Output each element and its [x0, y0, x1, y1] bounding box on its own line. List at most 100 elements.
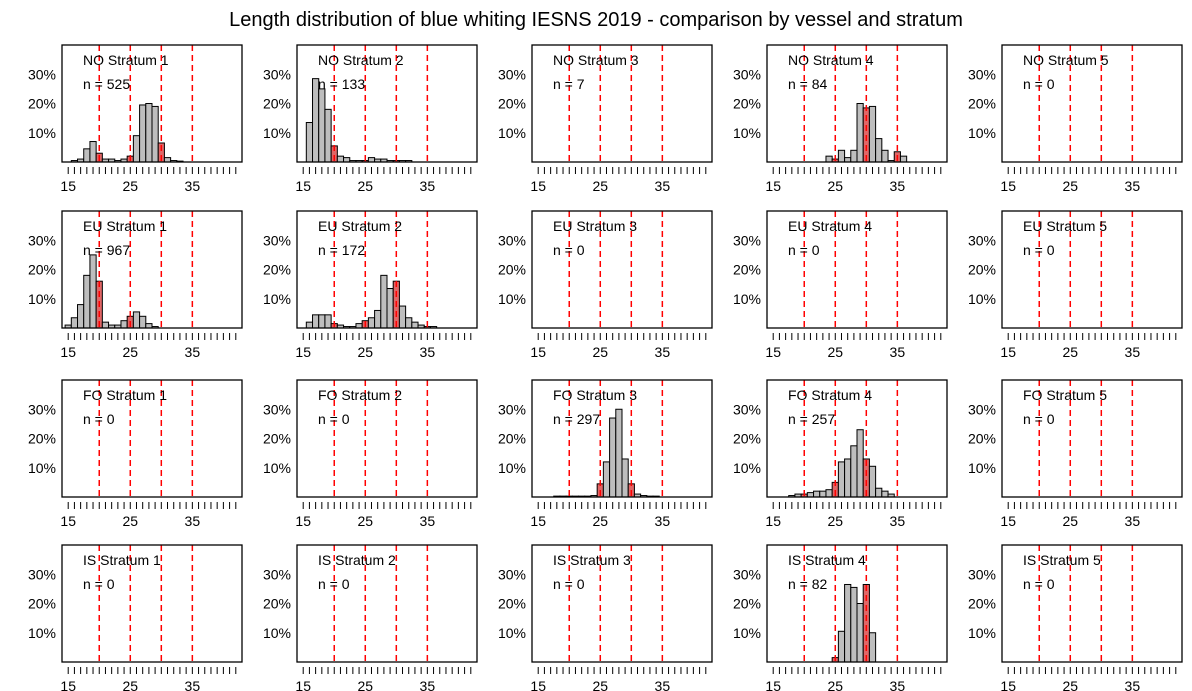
panel-fo-stratum-1: 15 25 35 10% 20% 30% FO Stratum 1 n = 0: [28, 379, 243, 529]
histogram-bar: [405, 317, 413, 329]
panel-no-stratum-4: 15 25 35 10% 20% 30% NO Stratum 4 n = 84: [733, 44, 948, 194]
histogram-bar: [367, 317, 376, 329]
histogram-bar: [819, 490, 827, 498]
panel-frame: [61, 44, 243, 163]
panel-title: NO Stratum 1: [83, 52, 169, 68]
panel-title: IS Stratum 3: [553, 552, 631, 568]
panel-frame: [531, 544, 713, 663]
x-tick-label: 25: [357, 513, 373, 529]
x-tick-label: 35: [185, 678, 201, 691]
y-tick-label: 20%: [733, 431, 761, 447]
y-tick-label: 30%: [28, 66, 56, 82]
panel-is-stratum-3: 15 25 35 10% 20% 30% IS Stratum 3 n = 0: [498, 544, 713, 691]
panel-title: FO Stratum 4: [788, 387, 872, 403]
histogram-bar: [856, 603, 864, 663]
panel-frame: [766, 544, 948, 663]
panel-fo-stratum-2: 15 25 35 10% 20% 30% FO Stratum 2 n = 0: [263, 379, 478, 529]
x-tick-label: 25: [1062, 678, 1078, 691]
x-tick-label: 35: [655, 178, 671, 194]
histogram-bar: [825, 489, 833, 498]
x-tick-label: 15: [1000, 178, 1016, 194]
x-tick-label: 35: [1125, 513, 1141, 529]
panel-title: EU Stratum 2: [318, 218, 402, 234]
x-tick-label: 35: [1125, 344, 1141, 360]
histogram-bar: [305, 321, 314, 329]
panel-is-stratum-4: 15 25 35 10% 20% 30% IS Stratum 4 n = 82: [733, 544, 948, 691]
histogram-bar: [398, 305, 407, 329]
panel-is-stratum-2: 15 25 35 10% 20% 30% IS Stratum 2 n = 0: [263, 544, 478, 691]
panel-title: FO Stratum 1: [83, 387, 167, 403]
histogram-bar: [899, 155, 908, 163]
panel-n-count: n = 0: [1023, 576, 1055, 592]
y-tick-label: 30%: [498, 232, 526, 248]
panel-title: NO Stratum 5: [1023, 52, 1109, 68]
panel-title: FO Stratum 2: [318, 387, 402, 403]
y-tick-label: 20%: [968, 96, 996, 112]
panel-n-count: n = 0: [788, 242, 820, 258]
y-tick-label: 10%: [498, 460, 526, 476]
panel-frame: [296, 210, 478, 329]
panel-title: NO Stratum 2: [318, 52, 404, 68]
y-tick-label: 20%: [733, 262, 761, 278]
x-tick-label: 15: [60, 678, 76, 691]
x-tick-label: 25: [1062, 178, 1078, 194]
panel-eu-stratum-4: 15 25 35 10% 20% 30% EU Stratum 4 n = 0: [733, 210, 948, 360]
panel-frame: [1001, 544, 1183, 663]
histogram-bar: [139, 315, 147, 329]
panel-title: IS Stratum 4: [788, 552, 866, 568]
histogram-bar: [163, 157, 172, 163]
histogram-bar: [132, 135, 141, 163]
y-tick-label: 30%: [263, 401, 291, 417]
x-tick-label: 25: [122, 344, 138, 360]
x-tick-label: 25: [357, 344, 373, 360]
x-tick-label: 35: [185, 513, 201, 529]
panel-frame: [1001, 210, 1183, 329]
y-tick-label: 10%: [263, 625, 291, 641]
panel-frame: [296, 544, 478, 663]
panel-n-count: n = 297: [553, 411, 600, 427]
histogram-bar: [837, 461, 846, 498]
panel-n-count: n = 0: [553, 242, 585, 258]
histogram-bar: [621, 458, 629, 498]
histogram-bar: [856, 429, 864, 498]
y-tick-label: 10%: [28, 460, 56, 476]
panel-title: EU Stratum 4: [788, 218, 872, 234]
histogram-bar: [355, 323, 363, 329]
histogram-bar: [151, 105, 159, 163]
histogram-bar: [312, 314, 320, 329]
y-tick-label: 20%: [498, 596, 526, 612]
histogram-bar: [813, 490, 821, 498]
x-tick-label: 35: [420, 513, 436, 529]
x-tick-label: 25: [122, 678, 138, 691]
y-tick-label: 10%: [28, 125, 56, 141]
x-tick-label: 35: [655, 678, 671, 691]
x-tick-label: 35: [420, 678, 436, 691]
panel-title: EU Stratum 3: [553, 218, 637, 234]
histogram-bar: [602, 461, 611, 498]
panel-frame: [766, 379, 948, 498]
x-tick-label: 15: [765, 678, 781, 691]
y-tick-label: 10%: [733, 291, 761, 307]
y-tick-label: 30%: [733, 401, 761, 417]
y-tick-label: 20%: [28, 262, 56, 278]
chart-title: Length distribution of blue whiting IESN…: [229, 9, 963, 31]
histogram-bar: [367, 157, 376, 163]
x-tick-label: 25: [827, 178, 843, 194]
x-tick-label: 15: [530, 678, 546, 691]
x-tick-label: 25: [122, 178, 138, 194]
panel-n-count: n = 0: [83, 411, 115, 427]
y-tick-label: 10%: [733, 460, 761, 476]
y-tick-label: 10%: [968, 291, 996, 307]
panel-title: EU Stratum 5: [1023, 218, 1107, 234]
histogram-bar: [374, 309, 382, 329]
x-tick-label: 15: [530, 178, 546, 194]
histogram-bar: [868, 105, 877, 163]
histogram-bar: [837, 630, 846, 663]
panel-frame: [1001, 379, 1183, 498]
x-tick-label: 25: [592, 178, 608, 194]
histogram-bar: [83, 148, 91, 163]
histogram-bar: [324, 108, 332, 163]
y-tick-label: 10%: [498, 291, 526, 307]
x-tick-label: 15: [295, 678, 311, 691]
panel-is-stratum-1: 15 25 35 10% 20% 30% IS Stratum 1 n = 0: [28, 544, 243, 691]
